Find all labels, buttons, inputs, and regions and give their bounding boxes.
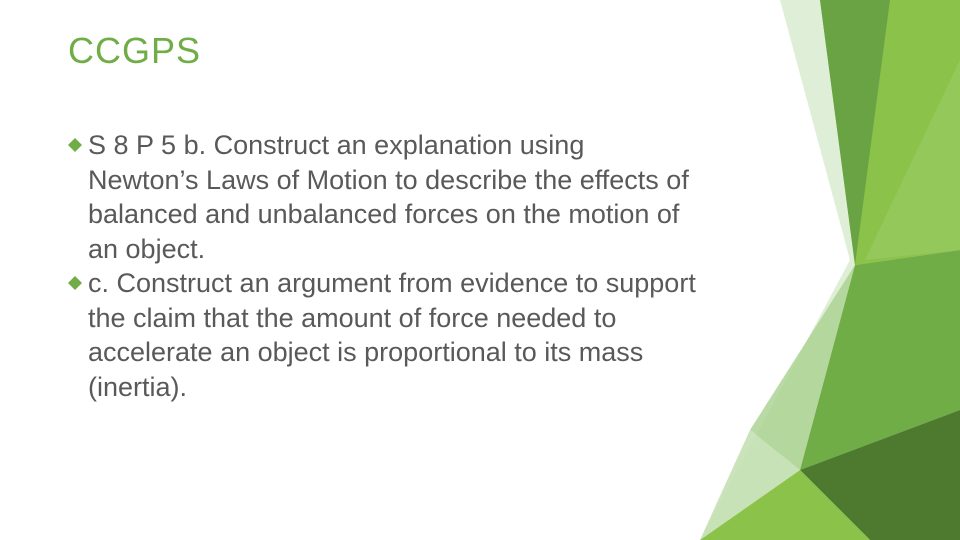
bullet-text: c. Construct an argument from evidence t… [88,266,698,404]
facet-decoration [660,0,960,540]
diamond-bullet-icon [68,138,82,152]
slide: CCGPS S 8 P 5 b. Construct an explanatio… [0,0,960,540]
slide-title: CCGPS [68,30,201,72]
slide-body: S 8 P 5 b. Construct an explanation usin… [68,128,698,404]
bullet-item: S 8 P 5 b. Construct an explanation usin… [68,128,698,266]
bullet-item: c. Construct an argument from evidence t… [68,266,698,404]
bullet-text: S 8 P 5 b. Construct an explanation usin… [88,128,698,266]
diamond-bullet-icon [68,276,82,290]
